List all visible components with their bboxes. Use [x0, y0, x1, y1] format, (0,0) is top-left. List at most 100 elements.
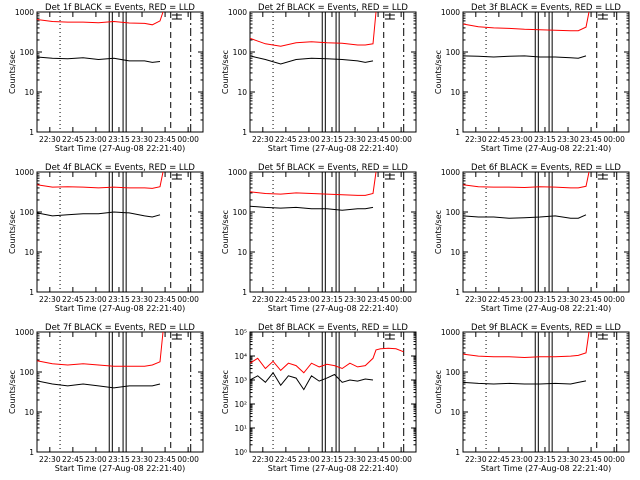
panel-det-3: Det 3f BLACK = Events, RED = LLD 1 10 100 10…	[434, 3, 630, 153]
y-tick-label: 10⁵	[234, 328, 247, 337]
y-tick-label: 10	[450, 248, 460, 257]
x-tick-label: 00:00	[390, 295, 412, 304]
x-tick-label: 23:15	[108, 135, 130, 144]
x-tick-label: 23:30	[344, 455, 366, 464]
x-tick-label: 00:00	[603, 455, 625, 464]
plot-frame	[462, 11, 630, 133]
panel-det-8: Det 8f BLACK = Events, RED = LLD 10⁰ 10¹ 10…	[221, 323, 417, 473]
y-tick-label: 10	[450, 88, 460, 97]
x-tick-label: 22:45	[488, 135, 510, 144]
x-tick-label: 22:45	[62, 135, 84, 144]
y-tick-label: 10⁰	[234, 448, 247, 457]
y-axis-label: Counts/sec	[221, 370, 230, 414]
attenuator-marker	[384, 333, 395, 340]
y-tick-label: 1000	[228, 8, 247, 17]
x-axis-label: Start Time (27-Aug-08 22:21:40)	[268, 304, 399, 313]
y-tick-label: 10⁴	[234, 352, 247, 361]
y-tick-label: 1000	[228, 168, 247, 177]
y-tick-label: 100	[233, 208, 248, 217]
series-lld-line	[36, 11, 164, 26]
x-tick-label: 23:30	[557, 135, 579, 144]
y-tick-label: 1000	[441, 168, 460, 177]
y-tick-label: 10	[237, 248, 247, 257]
plot-frame	[36, 331, 204, 453]
y-tick-label: 10	[450, 408, 460, 417]
x-tick-label: 22:45	[62, 455, 84, 464]
y-tick-label: 100	[446, 208, 461, 217]
x-tick-label: 22:45	[488, 455, 510, 464]
x-tick-label: 23:00	[511, 295, 533, 304]
x-tick-label: 22:30	[465, 295, 487, 304]
attenuator-marker	[597, 333, 608, 340]
y-tick-label: 1	[29, 288, 34, 297]
x-tick-label: 23:45	[367, 135, 389, 144]
x-tick-label: 22:45	[275, 455, 297, 464]
x-tick-label: 23:15	[108, 295, 130, 304]
series-events-line	[36, 211, 161, 218]
x-tick-label: 23:45	[580, 455, 602, 464]
attenuator-marker	[384, 13, 395, 20]
x-tick-label: 23:30	[557, 295, 579, 304]
y-axis-label: Counts/sec	[221, 50, 230, 94]
plot-frame	[462, 331, 630, 453]
y-tick-label: 1000	[15, 8, 34, 17]
panel-title: Det 2f BLACK = Events, RED = LLD	[258, 3, 408, 13]
panel-det-5: Det 5f BLACK = Events, RED = LLD 1 10 100 10…	[221, 163, 417, 313]
series-events-line	[249, 55, 374, 65]
y-tick-label: 100	[233, 48, 248, 57]
x-tick-label: 22:45	[275, 135, 297, 144]
panel-title: Det 5f BLACK = Events, RED = LLD	[258, 163, 408, 173]
attenuator-marker	[171, 333, 182, 340]
x-tick-label: 23:15	[108, 455, 130, 464]
plot-frame	[36, 11, 204, 133]
x-tick-label: 23:30	[344, 135, 366, 144]
y-tick-label: 10²	[234, 400, 247, 409]
x-tick-label: 22:30	[252, 455, 274, 464]
x-tick-label: 23:45	[154, 135, 176, 144]
y-tick-label: 10	[237, 88, 247, 97]
y-tick-label: 1000	[441, 8, 460, 17]
series-events-line	[462, 214, 587, 219]
x-axis-label: Start Time (27-Aug-08 22:21:40)	[481, 144, 612, 153]
x-tick-label: 23:30	[344, 295, 366, 304]
y-tick-label: 1000	[15, 168, 34, 177]
x-tick-label: 23:45	[367, 455, 389, 464]
series-lld-line	[249, 11, 377, 47]
x-tick-label: 00:00	[177, 135, 199, 144]
x-tick-label: 23:00	[511, 455, 533, 464]
series-events-line	[249, 205, 374, 211]
x-tick-label: 23:15	[534, 455, 556, 464]
series-events-line	[462, 380, 587, 385]
y-axis-label: Counts/sec	[8, 370, 17, 414]
x-tick-label: 23:00	[298, 455, 320, 464]
y-axis-label: Counts/sec	[8, 50, 17, 94]
x-tick-label: 22:45	[488, 295, 510, 304]
plot-frame	[249, 331, 417, 453]
x-tick-label: 00:00	[603, 135, 625, 144]
panel-title: Det 3f BLACK = Events, RED = LLD	[471, 3, 621, 13]
x-tick-label: 23:30	[557, 455, 579, 464]
x-tick-label: 22:30	[252, 295, 274, 304]
y-tick-label: 1000	[441, 328, 460, 337]
x-tick-label: 00:00	[177, 455, 199, 464]
y-tick-label: 1	[455, 448, 460, 457]
y-axis-label: Counts/sec	[8, 210, 17, 254]
attenuator-marker	[384, 173, 395, 180]
y-tick-label: 1	[29, 448, 34, 457]
x-axis-label: Start Time (27-Aug-08 22:21:40)	[55, 144, 186, 153]
panel-title: Det 6f BLACK = Events, RED = LLD	[471, 163, 621, 173]
x-tick-label: 23:00	[298, 135, 320, 144]
y-tick-label: 10¹	[234, 424, 247, 433]
panel-det-7: Det 7f BLACK = Events, RED = LLD 1 10 100 10…	[8, 323, 204, 473]
y-tick-label: 1	[455, 128, 460, 137]
x-tick-label: 22:45	[275, 295, 297, 304]
x-tick-label: 23:00	[511, 135, 533, 144]
x-tick-label: 22:30	[39, 455, 61, 464]
panel-title: Det 7f BLACK = Events, RED = LLD	[45, 323, 195, 333]
x-axis-label: Start Time (27-Aug-08 22:21:40)	[55, 304, 186, 313]
plot-frame	[462, 171, 630, 293]
x-axis-label: Start Time (27-Aug-08 22:21:40)	[481, 464, 612, 473]
y-tick-label: 1000	[15, 328, 34, 337]
panel-det-1: Det 1f BLACK = Events, RED = LLD 1 10 100 10…	[8, 3, 204, 153]
y-tick-label: 100	[20, 208, 35, 217]
